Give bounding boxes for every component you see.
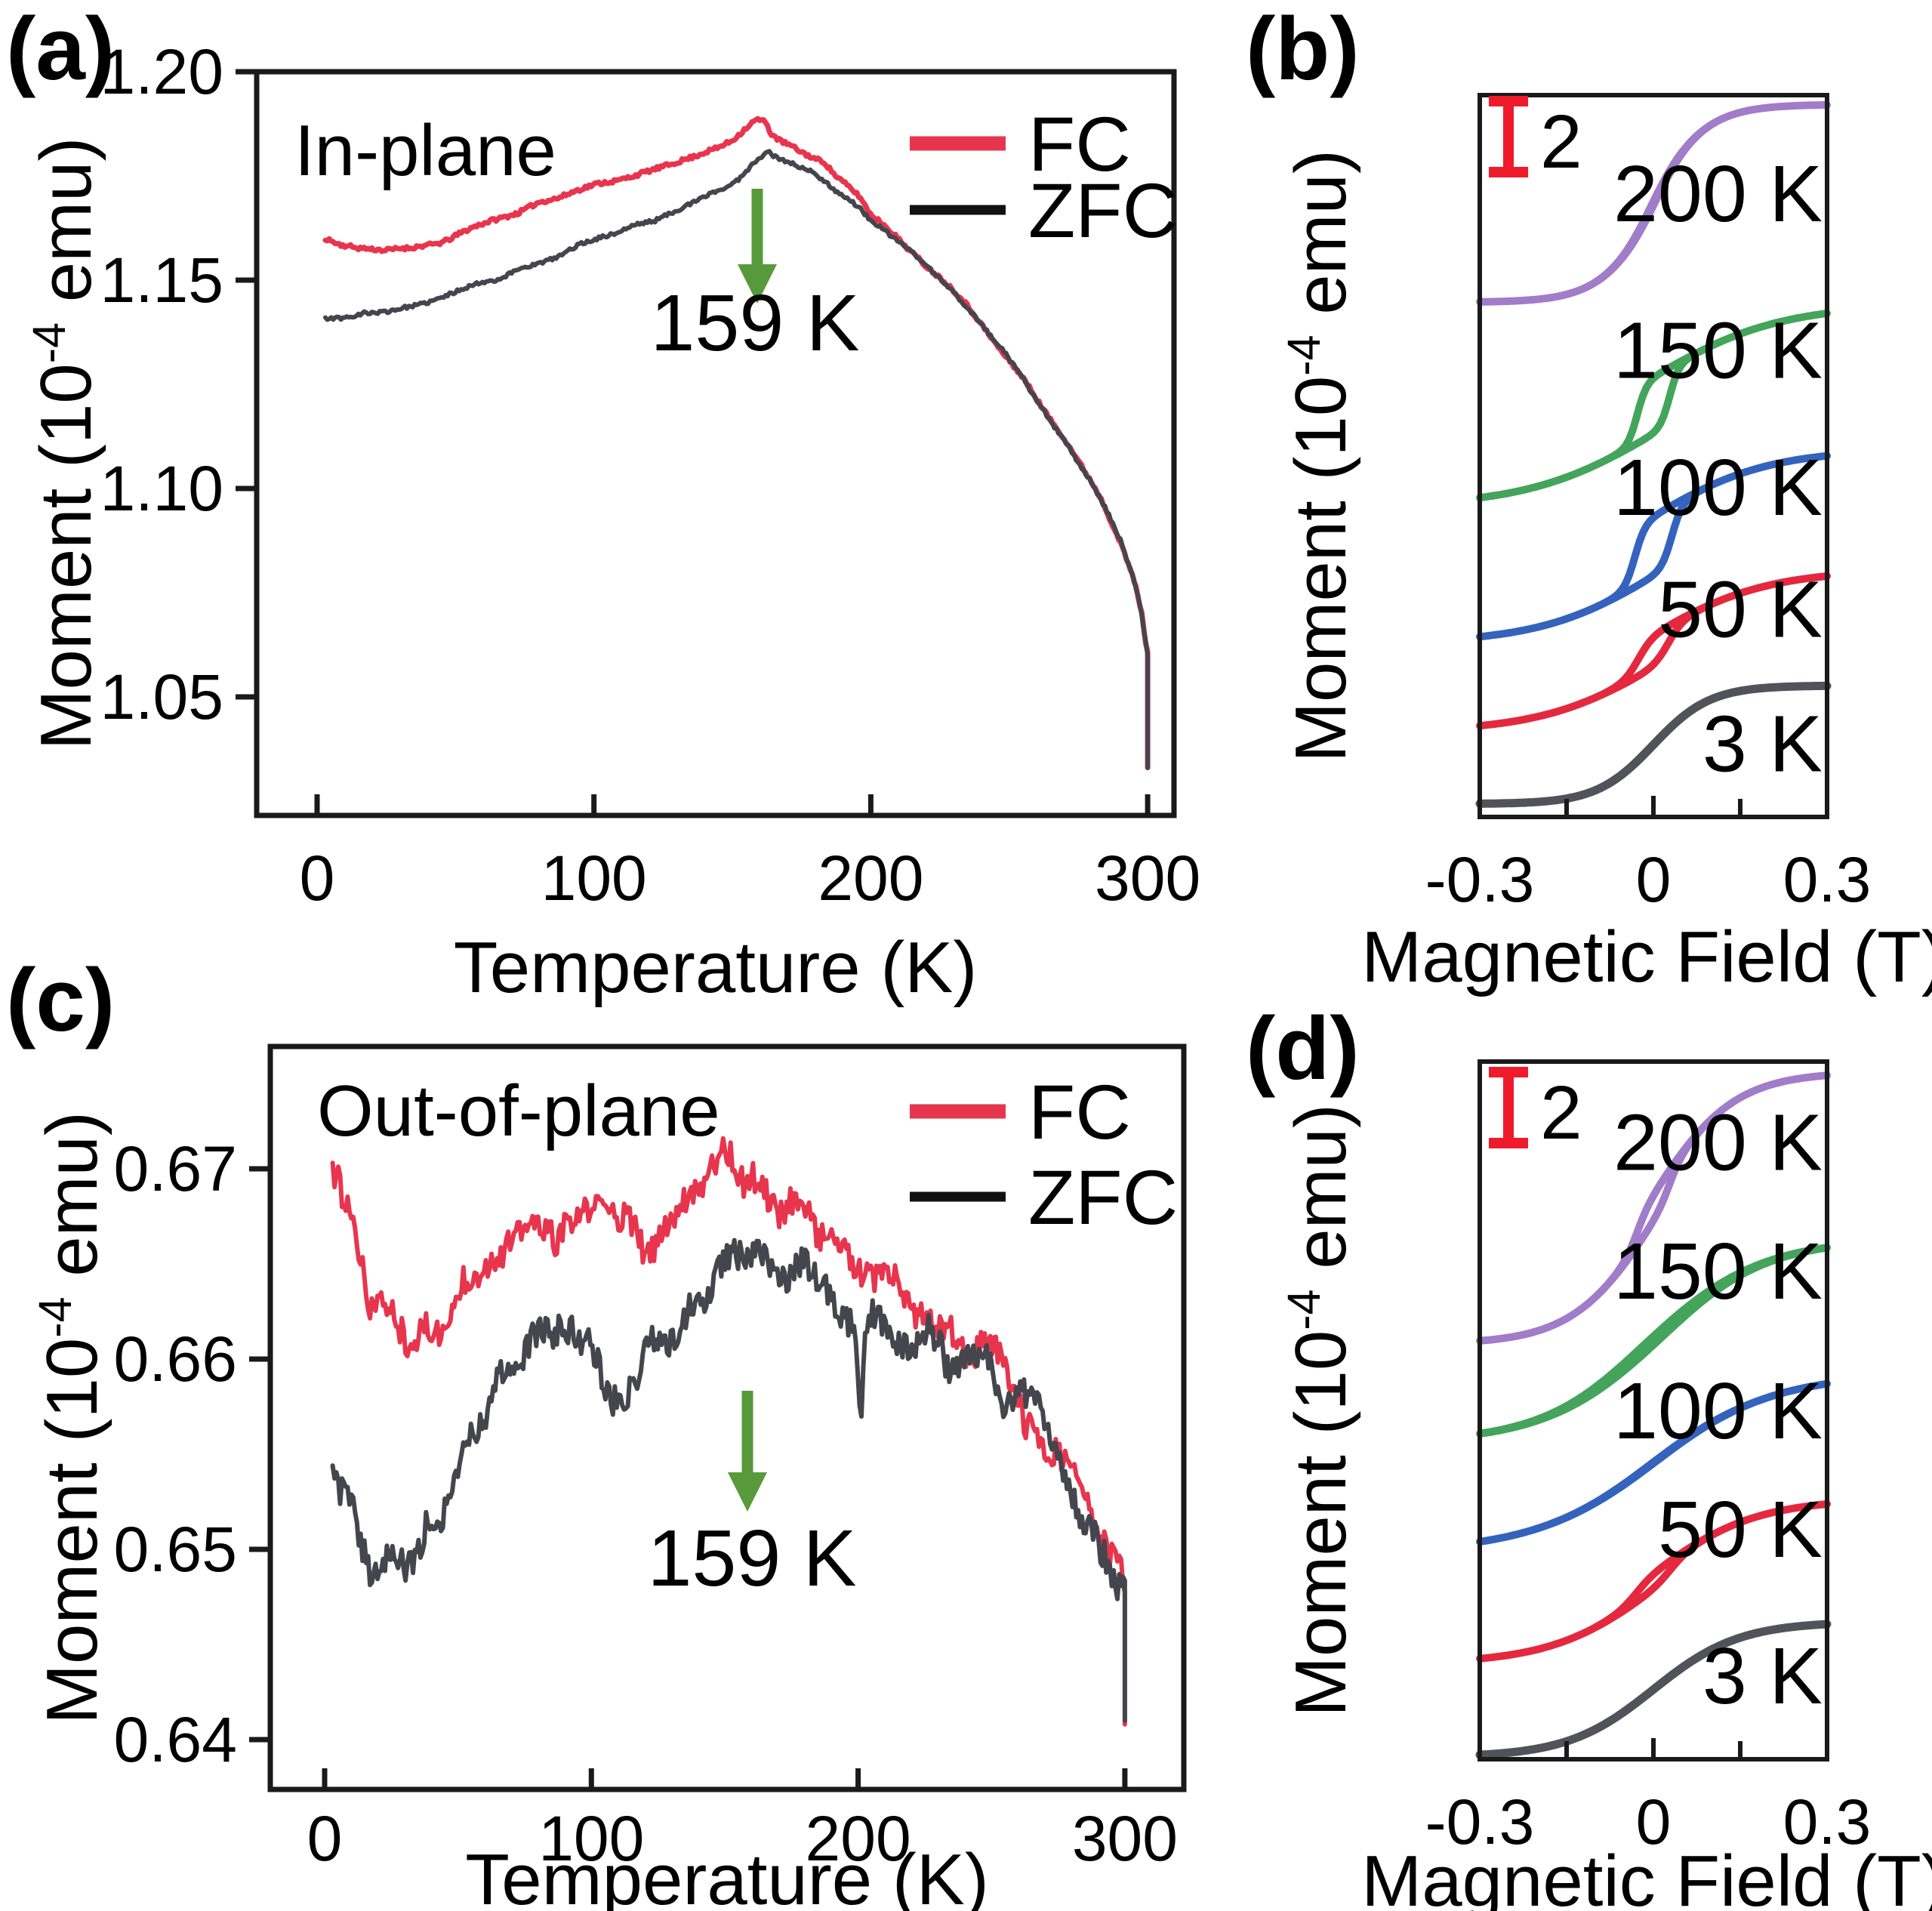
- y-tick-label: 0.64: [114, 1704, 238, 1775]
- panel-c-letter: (c): [6, 951, 116, 1050]
- plot-frame: [254, 69, 1177, 818]
- x-tick-label: 100: [541, 843, 647, 914]
- curve-label: 200 K: [1613, 149, 1823, 239]
- legend-label: ZFC: [1028, 1154, 1178, 1241]
- curve-label: 150 K: [1613, 1227, 1823, 1316]
- x-tick-label: 100: [538, 1803, 644, 1874]
- x-tick-label: -0.3: [1425, 844, 1535, 915]
- x-tick-label: 300: [1095, 843, 1200, 914]
- y-axis-title: Moment (10-4 emu): [23, 137, 106, 751]
- transition-arrow-head: [738, 264, 777, 304]
- curve-label: 3 K: [1702, 699, 1823, 788]
- curve-label: 50 K: [1658, 566, 1823, 655]
- curve-label: 3 K: [1702, 1632, 1823, 1721]
- x-tick-label: 0: [300, 843, 335, 914]
- panel-b-letter: (b): [1246, 0, 1360, 99]
- x-axis-title: Magnetic Field (T): [1361, 917, 1932, 997]
- curve-zfc: [330, 1238, 1127, 1723]
- x-tick-label: 200: [818, 843, 923, 914]
- annotation-label: 159 K: [650, 279, 859, 368]
- plot-title: In-plane: [294, 110, 556, 191]
- curve-fc: [330, 1136, 1127, 1727]
- panel-d-letter: (d): [1246, 999, 1360, 1099]
- y-tick-label: 0.67: [114, 1133, 238, 1204]
- plot-title: Out-of-plane: [317, 1071, 720, 1151]
- y-axis-title: Moment (10-4 emu): [29, 1111, 112, 1725]
- curve-label: 200 K: [1613, 1098, 1823, 1187]
- y-tick-label: 1.20: [100, 36, 224, 107]
- legend-label: FC: [1028, 101, 1131, 187]
- curve-fc: [322, 116, 1151, 771]
- x-axis-title: Temperature (K): [465, 1839, 989, 1911]
- curve-label: 100 K: [1613, 1367, 1823, 1456]
- curve-label: 50 K: [1658, 1485, 1823, 1574]
- y-tick-label: 0.66: [114, 1324, 238, 1395]
- plot-frame: [267, 1043, 1187, 1792]
- y-axis-title: Moment (10-4 emu): [1278, 1104, 1361, 1717]
- x-tick-label: 0: [307, 1803, 343, 1874]
- x-tick-label: 300: [1072, 1803, 1178, 1874]
- y-axis-title: Moment (10-4 emu): [1278, 149, 1361, 763]
- x-tick-label: 0.3: [1783, 844, 1872, 915]
- scale-bar-label: 2: [1540, 100, 1582, 184]
- legend-label: FC: [1028, 1069, 1131, 1155]
- scale-bar-label: 2: [1540, 1071, 1582, 1155]
- x-axis-title: Temperature (K): [454, 927, 978, 1008]
- y-tick-label: 1.10: [100, 453, 224, 524]
- curve-label: 150 K: [1613, 306, 1823, 395]
- x-axis-title: Magnetic Field (T): [1361, 1841, 1932, 1911]
- curve-zfc: [323, 149, 1151, 770]
- x-tick-label: 0: [1636, 844, 1672, 915]
- annotation-label: 159 K: [647, 1514, 856, 1603]
- y-tick-label: 0.65: [114, 1514, 238, 1585]
- x-tick-label: 0.3: [1783, 1786, 1872, 1857]
- x-tick-label: -0.3: [1425, 1786, 1535, 1857]
- x-tick-label: 0: [1636, 1786, 1672, 1857]
- legend-label: ZFC: [1028, 168, 1178, 254]
- y-tick-label: 1.05: [100, 661, 224, 732]
- y-tick-label: 1.15: [100, 245, 224, 316]
- panel-a-letter: (a): [6, 0, 116, 99]
- transition-arrow-head: [728, 1472, 767, 1512]
- curve-label: 100 K: [1613, 443, 1823, 532]
- x-tick-label: 200: [806, 1803, 911, 1874]
